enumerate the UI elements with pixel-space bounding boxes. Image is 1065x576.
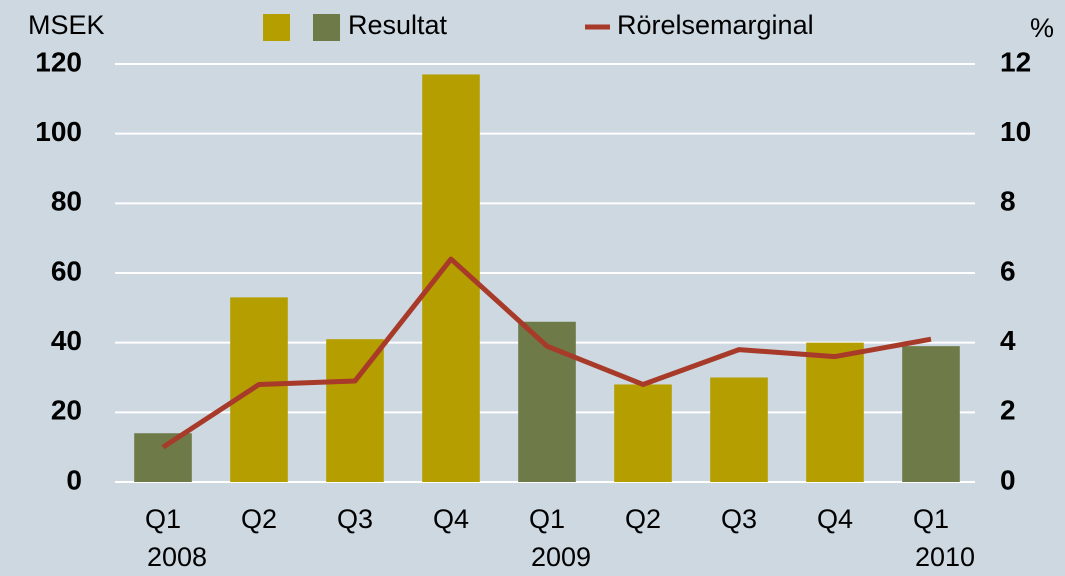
x-tick-label: Q4 (817, 504, 853, 534)
y2-tick-label: 8 (1000, 186, 1016, 217)
x-group-label: 2010 (915, 542, 975, 572)
y-tick-label: 60 (51, 255, 82, 286)
y-axis-label: MSEK (28, 10, 105, 40)
y2-axis-label: % (1030, 13, 1054, 43)
legend-label: Rörelsemarginal (617, 10, 814, 40)
x-tick-label: Q4 (433, 504, 469, 534)
x-tick-label: Q3 (721, 504, 757, 534)
bar (902, 346, 960, 482)
y-tick-label: 40 (51, 325, 82, 356)
y2-tick-label: 2 (1000, 395, 1016, 426)
y-tick-label: 120 (35, 46, 82, 77)
y-tick-label: 100 (35, 116, 82, 147)
y-tick-label: 0 (66, 464, 82, 495)
legend-swatch (263, 14, 290, 41)
bar (326, 339, 384, 482)
y-tick-label: 80 (51, 186, 82, 217)
bar (134, 433, 192, 482)
legend-swatch (313, 14, 340, 41)
x-tick-label: Q3 (337, 504, 373, 534)
y-tick-label: 20 (51, 395, 82, 426)
y2-tick-label: 12 (1000, 46, 1031, 77)
bar (230, 297, 288, 482)
x-group-label: 2008 (147, 542, 207, 572)
legend-label: Resultat (348, 10, 448, 40)
line-series (161, 256, 932, 450)
x-tick-label: Q2 (625, 504, 661, 534)
x-tick-label: Q1 (529, 504, 565, 534)
x-tick-label: Q1 (913, 504, 949, 534)
y2-tick-label: 6 (1000, 255, 1016, 286)
x-tick-label: Q1 (145, 504, 181, 534)
x-tick-label: Q2 (241, 504, 277, 534)
y2-tick-label: 0 (1000, 464, 1016, 495)
y2-tick-label: 10 (1000, 116, 1031, 147)
bar (806, 342, 864, 482)
bar (710, 377, 768, 482)
y2-tick-label: 4 (1000, 325, 1016, 356)
bar (614, 384, 672, 482)
x-group-label: 2009 (531, 542, 591, 572)
